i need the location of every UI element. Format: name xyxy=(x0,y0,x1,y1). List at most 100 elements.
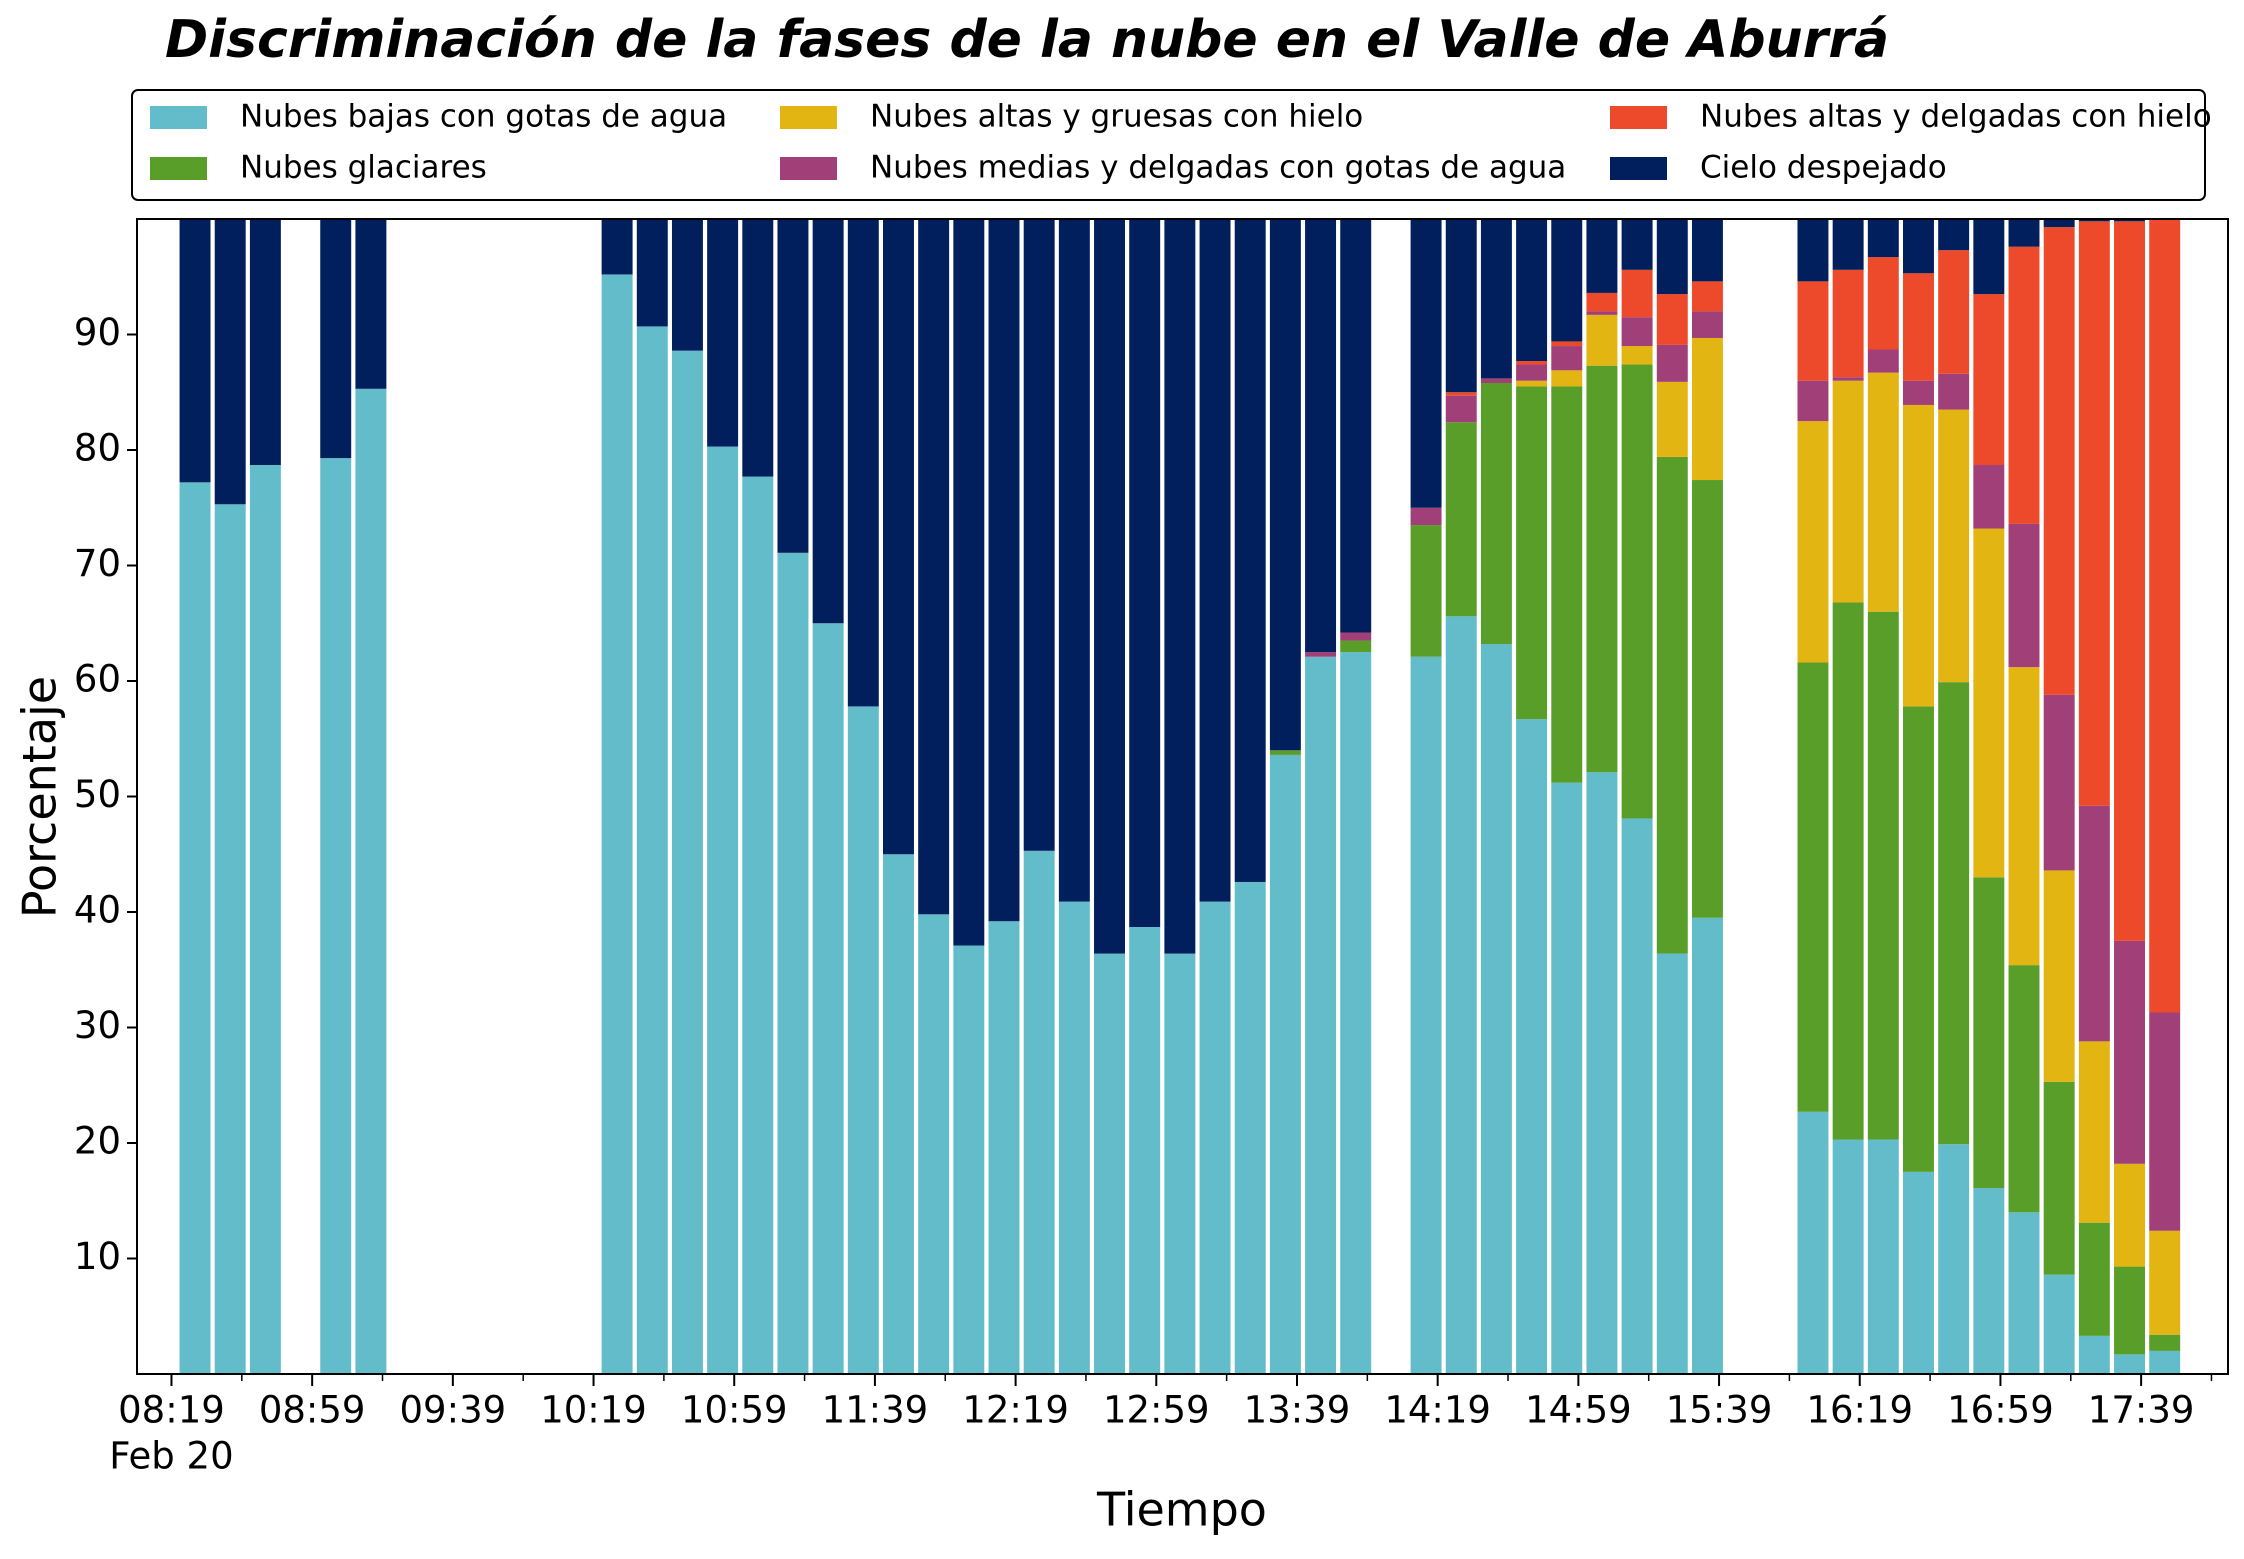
bar-segment xyxy=(1938,682,1970,1145)
x-tick-label: 11:39 xyxy=(822,1389,929,1432)
bar-segment xyxy=(2043,694,2075,871)
bar-segment xyxy=(320,219,352,459)
legend-swatch xyxy=(150,157,207,180)
bar-segment xyxy=(1797,1111,1829,1374)
bar-segment xyxy=(883,854,914,1374)
bar-segment xyxy=(1973,877,2005,1189)
bar-segment xyxy=(953,945,985,1374)
bar-segment xyxy=(1480,383,1512,645)
bar-segment xyxy=(2078,805,2110,1042)
bar-segment xyxy=(2043,219,2075,228)
x-tick-label: 17:39 xyxy=(2088,1389,2195,1432)
bar-segment xyxy=(1586,314,1618,366)
bar-segment xyxy=(1445,395,1477,423)
bar-segment xyxy=(1973,294,2005,466)
bar-segment xyxy=(1199,219,1231,902)
legend-label: Nubes glaciares xyxy=(240,150,487,186)
bar-segment xyxy=(249,219,281,466)
legend-label: Nubes bajas con gotas de agua xyxy=(240,99,727,135)
bar-segment xyxy=(1621,346,1653,365)
bar-segment xyxy=(1058,219,1090,902)
bar-segment xyxy=(847,706,879,1374)
bar-segment xyxy=(2114,940,2145,1164)
bar-segment xyxy=(1305,656,1337,1374)
bar-segment xyxy=(1621,364,1653,819)
bar-segment xyxy=(1656,953,1688,1374)
bar-segment xyxy=(707,219,739,447)
bar-segment xyxy=(179,219,211,483)
bar-segment xyxy=(1832,602,1864,1140)
bar-segment xyxy=(2149,1230,2181,1335)
bar-segment xyxy=(777,552,809,1374)
bar-segment xyxy=(953,219,985,946)
bar-segment xyxy=(1691,337,1723,481)
y-tick-label: 10 xyxy=(74,1235,121,1278)
x-tick-label: 16:19 xyxy=(1806,1389,1913,1432)
bar-segment xyxy=(1164,219,1196,954)
bar-segment xyxy=(918,219,950,915)
bar-segment xyxy=(2008,667,2040,966)
bar-segment xyxy=(777,219,809,553)
legend-swatch xyxy=(1610,157,1667,180)
x-date-label: Feb 20 xyxy=(109,1435,233,1478)
bar-segment xyxy=(1938,250,1970,374)
bar-segment xyxy=(2008,219,2040,247)
bar-segment xyxy=(918,914,950,1374)
y-tick-label: 30 xyxy=(74,1004,121,1047)
bar-segment xyxy=(1023,850,1055,1374)
bar-segment xyxy=(1551,219,1583,342)
bar-segment xyxy=(1867,611,1899,1140)
bar-segment xyxy=(1797,281,1829,381)
bar-segment xyxy=(883,219,914,855)
bar-segment xyxy=(1973,219,2005,295)
bar-segment xyxy=(742,476,774,1374)
bar-segment xyxy=(2078,1335,2110,1374)
bar-segment xyxy=(1305,219,1337,653)
bar-segment xyxy=(988,921,1020,1374)
bar-segment xyxy=(1867,1139,1899,1374)
bar-segment xyxy=(1973,465,2005,529)
bar-segment xyxy=(1094,953,1125,1374)
y-tick-label: 40 xyxy=(74,889,121,932)
bar-segment xyxy=(601,274,633,1374)
bar-segment xyxy=(636,326,668,1374)
bar-segment xyxy=(2043,1081,2075,1275)
bar-segment xyxy=(1551,782,1583,1374)
y-tick-label: 60 xyxy=(74,658,121,701)
bar-segment xyxy=(1691,480,1723,918)
bar-segment xyxy=(1480,378,1512,384)
bar-segment xyxy=(1832,377,1864,381)
legend-box xyxy=(131,89,2206,201)
bar-segment xyxy=(1551,346,1583,371)
bar-segment xyxy=(1903,273,1934,381)
bar-segment xyxy=(1551,370,1583,387)
bar-segment xyxy=(2114,1354,2145,1374)
chart-title: Discriminación de la fases de la nube en… xyxy=(165,10,1889,70)
bar-segment xyxy=(1656,381,1688,457)
bar-segment xyxy=(1340,652,1372,1374)
bar-segment xyxy=(847,219,879,707)
bar-segment xyxy=(707,446,739,1374)
bar-segment xyxy=(2043,870,2075,1082)
x-tick-label: 10:19 xyxy=(540,1389,647,1432)
legend-label: Nubes medias y delgadas con gotas de agu… xyxy=(870,150,1566,186)
x-tick-label: 08:19 xyxy=(118,1389,225,1432)
bar-segment xyxy=(1516,361,1548,365)
bar-segment xyxy=(1903,706,1934,1172)
bar-segment xyxy=(1234,881,1266,1374)
bar-segment xyxy=(1938,1144,1970,1374)
bar-segment xyxy=(601,219,633,275)
bar-segment xyxy=(2008,1212,2040,1374)
legend-swatch xyxy=(150,106,207,129)
bar-segment xyxy=(1903,404,1934,707)
bar-segment xyxy=(1832,219,1864,270)
bar-segment xyxy=(1797,421,1829,663)
bar-segment xyxy=(1621,269,1653,318)
bar-segment xyxy=(1691,917,1723,1374)
bar-segment xyxy=(1973,528,2005,878)
bar-segment xyxy=(1797,380,1829,422)
x-tick-label: 10:59 xyxy=(681,1389,788,1432)
bar-segment xyxy=(1832,269,1864,378)
bar-segment xyxy=(1621,818,1653,1374)
bar-segment xyxy=(2149,1350,2181,1374)
